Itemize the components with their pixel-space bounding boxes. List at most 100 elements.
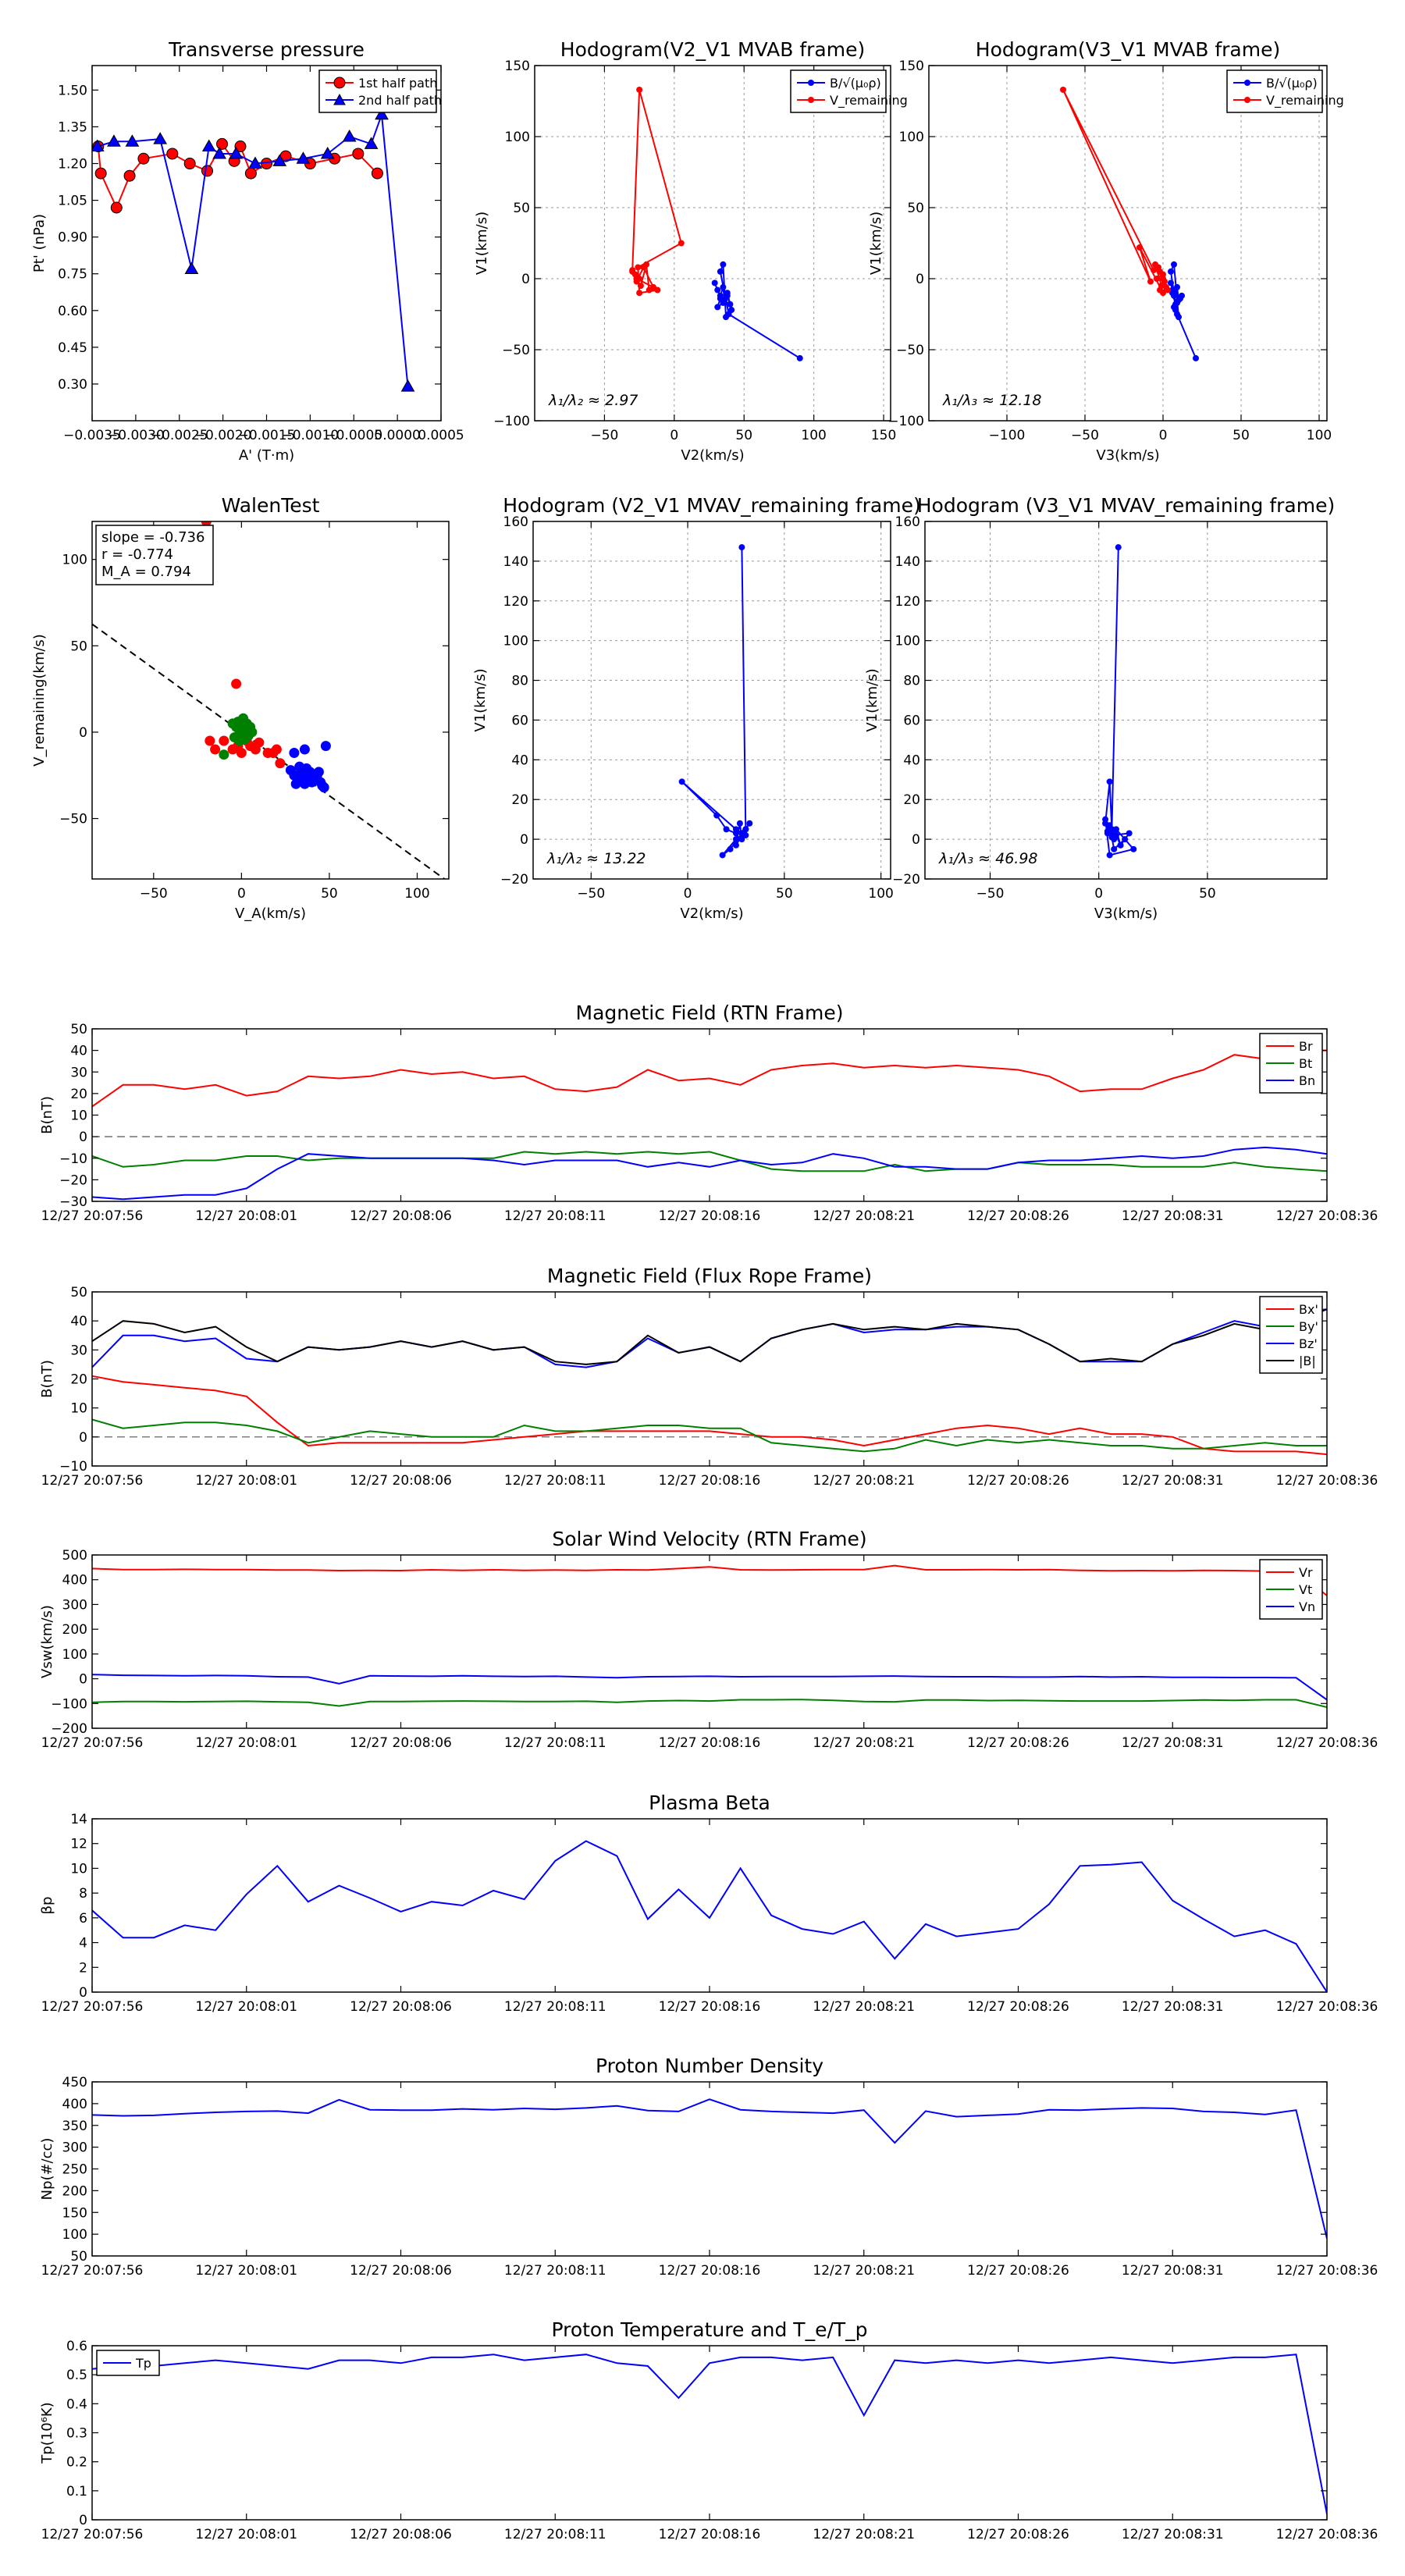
series-line [92,1375,1327,1456]
y-tick-label: 4 [79,1936,87,1952]
series-bn [92,1146,1327,1201]
y-tick-label: 0 [79,1130,87,1145]
y-tick-label: −50 [59,812,87,827]
y-tick-label: 40 [70,1044,87,1059]
series-line [92,1308,1327,1368]
x-tick-label: −50 [140,886,168,902]
y-tick-label: 30 [70,1343,87,1358]
data-point [1168,279,1174,286]
x-tick-label: 12/27 20:08:16 [659,2527,761,2542]
y-tick-label: 60 [903,713,920,728]
data-point [1174,299,1180,306]
eigen-ratio-annotation: λ₁/λ₂ ≈ 13.22 [546,850,646,867]
data-point [723,826,730,833]
legend-label: V_remaining [830,93,908,109]
x-tick-label: 100 [801,428,826,443]
data-point [629,267,636,274]
data-point [1060,86,1066,93]
x-tick-label: −50 [577,886,605,902]
x-tick-label: 12/27 20:08:16 [659,1999,761,2015]
y-tick-label: 200 [62,2183,87,2199]
chart-hodo_mvav_v2v1: Hodogram (V2_V1 MVAV_remaining frame) −20… [472,494,921,922]
x-tick-label: 12/27 20:08:31 [1122,1473,1224,1489]
x-tick-label: 12/27 20:08:31 [1122,1999,1224,2015]
y-tick-label: 0 [520,832,528,848]
data-point [183,158,196,170]
x-tick-label: 12/27 20:07:56 [41,1473,144,1489]
series-1st-half-path [92,137,383,214]
x-tick-label: −0.0005 [325,428,382,443]
y-tick-label: 2 [79,1960,87,1976]
y-axis-label: V1(km/s) [472,668,489,731]
data-point [229,146,244,159]
chart-hodo_mvab_v2v1: Hodogram(V2_V1 MVAB frame) −100 −50 0 50 100 1… [474,38,908,464]
data-point [1126,830,1133,837]
y-tick-label: 10 [70,1108,87,1124]
data-point [720,261,727,268]
y-tick-label: 400 [62,2097,87,2112]
data-point [1193,354,1199,361]
y-tick-label: 20 [70,1087,87,1102]
y-tick-label: 160 [503,514,528,530]
data-point [1174,311,1180,318]
x-tick-label: 12/27 20:08:36 [1276,1735,1378,1751]
axes-frame [924,521,1328,880]
y-tick-label: 0 [912,832,920,848]
data-point [1104,827,1111,834]
legend-box [1226,69,1323,113]
data-point [636,290,643,297]
y-tick-label: 50 [70,1285,87,1300]
stats-line: slope = -0.736 [101,529,205,546]
series-v-remaining [629,86,685,297]
x-tick-label: 12/27 20:08:11 [504,2527,606,2542]
series-bx- [92,1375,1327,1456]
legend-label: Bz' [1299,1336,1318,1351]
x-tick-label: −100 [989,428,1026,443]
y-tick-label: −20 [500,872,528,888]
y-tick-label: 140 [895,554,920,570]
data-point [244,167,257,180]
y-tick-label: 400 [62,1573,87,1589]
x-tick-label: 12/27 20:08:06 [350,1473,452,1489]
x-tick-label: 12/27 20:08:06 [350,2527,452,2542]
series-line [92,2354,1327,2514]
data-point [219,735,229,746]
y-tick-label: 500 [62,1548,87,1564]
data-point [636,86,643,93]
x-tick-label: 12/27 20:08:11 [504,1473,606,1489]
y-tick-label: 20 [903,792,920,808]
x-tick-label: 100 [1307,428,1332,443]
y-tick-label: 120 [895,594,920,610]
data-point [711,279,718,286]
data-point [678,240,685,247]
chart-title: Hodogram (V2_V1 MVAV_remaining frame) [503,494,921,517]
axes-frame [532,521,891,880]
x-tick-label: 12/27 20:08:01 [195,2527,297,2542]
data-point [210,744,221,755]
data-point [205,735,215,746]
y-tick-label: 20 [511,792,528,808]
data-point [299,744,310,755]
x-tick-label: 12/27 20:07:56 [41,1208,144,1224]
y-tick-label: 0 [79,1985,87,2001]
data-point [1152,261,1158,268]
y-tick-label: −30 [59,1194,87,1210]
y-tick-label: 8 [79,1886,87,1902]
legend: Br Bt Bn [1259,1033,1323,1094]
data-point [184,262,199,274]
y-tick-label: 30 [70,1065,87,1080]
y-tick-label: 0 [79,725,87,741]
chart-mag_rtn: Magnetic Field (RTN Frame) −30 −20 −10 0 10 20… [39,1002,1378,1224]
x-tick-label: −0.0020 [194,428,252,443]
data-point [311,770,322,781]
series-v-remaining [1060,86,1171,297]
data-point [1106,822,1113,829]
series-vr [92,1564,1327,1596]
x-tick-label: 12/27 20:08:21 [813,2263,915,2279]
data-point [234,735,245,746]
y-tick-label: 100 [62,553,87,568]
y-tick-label: 40 [70,1314,87,1329]
x-tick-label: 12/27 20:08:21 [813,1735,915,1751]
x-tick-label: 12/27 20:08:21 [813,2527,915,2542]
y-tick-label: 0.3 [66,2426,87,2442]
